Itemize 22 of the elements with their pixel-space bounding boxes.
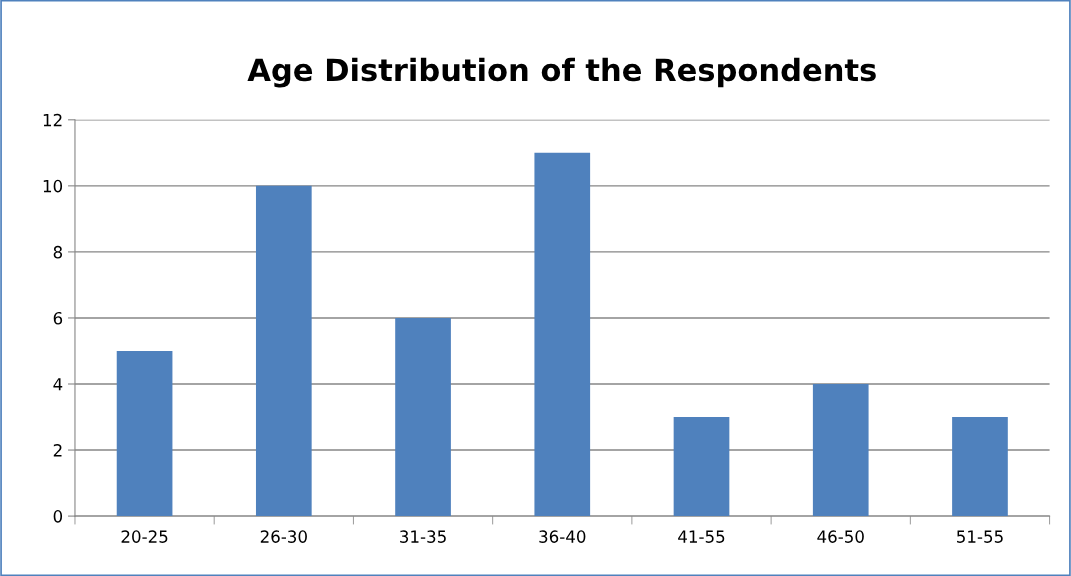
bar [255,185,312,517]
bar [116,350,173,517]
y-tick-label: 0 [53,510,63,523]
x-tick-label: 31-35 [400,530,446,543]
bar [952,417,1008,517]
y-tick-label: 10 [43,179,63,193]
x-tick-label: 36-40 [539,530,586,543]
y-tick-label: 8 [53,245,63,259]
y-tick-label: 6 [53,311,63,325]
y-tick-label: 4 [53,378,63,391]
x-tick-label: 41-55 [678,530,725,543]
bar [534,152,591,517]
x-tick-label: 46-50 [817,530,864,543]
y-tick-label: 12 [43,113,62,127]
bar [812,384,869,517]
bar [673,417,730,517]
bar [395,317,451,517]
x-tick-label: 20-25 [121,530,168,543]
y-tick-label: 2 [53,444,62,457]
chart-title: Age Distribution of the Respondents [247,57,876,88]
x-tick-label: 51-55 [957,530,1003,543]
x-tick-label: 26-30 [260,530,307,543]
